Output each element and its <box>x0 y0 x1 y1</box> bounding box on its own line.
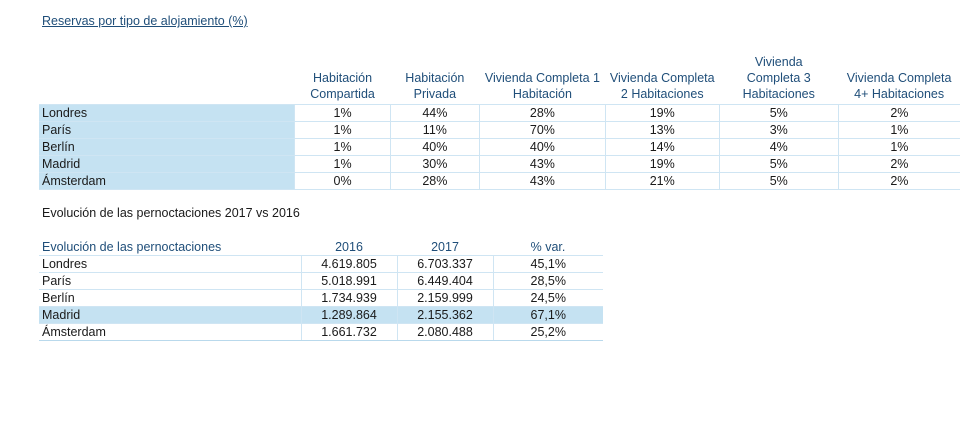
city-label: Berlín <box>39 138 295 156</box>
value-2016-cell: 4.619.805 <box>300 255 397 273</box>
percent-cell: 1% <box>294 138 391 156</box>
percent-cell: 1% <box>837 121 960 139</box>
percent-cell: 11% <box>389 121 480 139</box>
reservas-table: Habitación Compartida Habitación Privada… <box>39 50 960 190</box>
percent-cell: 19% <box>604 104 720 122</box>
table-row: Londres 1% 44% 28% 19% 5% 2% <box>39 104 960 122</box>
percent-cell: 28% <box>479 104 606 122</box>
city-label: París <box>39 121 295 139</box>
table-row: Berlín 1.734.939 2.159.999 24,5% <box>39 289 603 307</box>
reservas-header-cell: Vivienda Completa 4+ Habitaciones <box>838 50 960 105</box>
value-2017-cell: 2.080.488 <box>396 323 493 341</box>
table-row: Berlín 1% 40% 40% 14% 4% 1% <box>39 138 960 156</box>
table-row: Madrid 1% 30% 43% 19% 5% 2% <box>39 155 960 173</box>
value-2016-cell: 5.018.991 <box>300 272 397 290</box>
percent-cell: 1% <box>294 121 391 139</box>
table-row: París 5.018.991 6.449.404 28,5% <box>39 272 603 290</box>
reservas-header-cell: Vivienda Completa 1 Habitación <box>479 50 606 105</box>
city-label: Madrid <box>39 306 301 324</box>
reservas-header-cell: Vivienda Completa 3 Habitaciones <box>719 50 839 105</box>
variation-cell: 67,1% <box>492 306 603 324</box>
percent-cell: 30% <box>389 155 480 173</box>
percent-cell: 1% <box>294 104 391 122</box>
table-row-highlighted: Madrid 1.289.864 2.155.362 67,1% <box>39 306 603 324</box>
variation-cell: 28,5% <box>492 272 603 290</box>
percent-cell: 2% <box>837 155 960 173</box>
percent-cell: 2% <box>837 172 960 190</box>
percent-cell: 40% <box>389 138 480 156</box>
percent-cell: 13% <box>604 121 720 139</box>
reservas-header-cell: Habitación Privada <box>390 50 480 105</box>
city-label: Londres <box>39 104 295 122</box>
value-2016-cell: 1.734.939 <box>300 289 397 307</box>
city-label: Berlín <box>39 289 301 307</box>
variation-cell: 25,2% <box>492 323 603 341</box>
percent-cell: 21% <box>604 172 720 190</box>
percent-cell: 1% <box>294 155 391 173</box>
pernoctaciones-table: Evolución de las pernoctaciones 2016 201… <box>39 239 603 341</box>
variation-cell: 45,1% <box>492 255 603 273</box>
percent-cell: 14% <box>604 138 720 156</box>
table-row: Londres 4.619.805 6.703.337 45,1% <box>39 255 603 273</box>
pernoctaciones-title: Evolución de las pernoctaciones 2017 vs … <box>42 206 300 220</box>
percent-cell: 1% <box>837 138 960 156</box>
year-2017-header: 2017 <box>397 239 493 256</box>
reservas-header-cell: Habitación Compartida <box>294 50 391 105</box>
value-2017-cell: 2.159.999 <box>396 289 493 307</box>
city-label: Madrid <box>39 155 295 173</box>
variation-cell: 24,5% <box>492 289 603 307</box>
percent-cell: 19% <box>604 155 720 173</box>
reservas-header-row: Habitación Compartida Habitación Privada… <box>39 50 960 105</box>
pernoctaciones-header-label: Evolución de las pernoctaciones <box>39 239 301 256</box>
value-2017-cell: 6.449.404 <box>396 272 493 290</box>
value-2017-cell: 6.703.337 <box>396 255 493 273</box>
percent-cell: 0% <box>294 172 391 190</box>
percent-cell: 43% <box>479 155 606 173</box>
city-label: Ámsterdam <box>39 323 301 341</box>
value-2016-cell: 1.289.864 <box>300 306 397 324</box>
percent-cell: 4% <box>718 138 839 156</box>
city-label: París <box>39 272 301 290</box>
table-row: París 1% 11% 70% 13% 3% 1% <box>39 121 960 139</box>
percent-cell: 3% <box>718 121 839 139</box>
reservas-title: Reservas por tipo de alojamiento (%) <box>42 14 248 28</box>
city-label: Londres <box>39 255 301 273</box>
year-2016-header: 2016 <box>301 239 397 256</box>
reservas-header-empty <box>39 50 295 105</box>
percent-cell: 40% <box>479 138 606 156</box>
percent-cell: 5% <box>718 155 839 173</box>
city-label: Ámsterdam <box>39 172 295 190</box>
percent-cell: 43% <box>479 172 606 190</box>
table-row: Ámsterdam 1.661.732 2.080.488 25,2% <box>39 323 603 341</box>
pernoctaciones-header-row: Evolución de las pernoctaciones 2016 201… <box>39 239 603 256</box>
value-2017-cell: 2.155.362 <box>396 306 493 324</box>
value-2016-cell: 1.661.732 <box>300 323 397 341</box>
variation-header: % var. <box>493 239 603 256</box>
table-row: Ámsterdam 0% 28% 43% 21% 5% 2% <box>39 172 960 190</box>
percent-cell: 28% <box>389 172 480 190</box>
reservas-header-cell: Vivienda Completa 2 Habitaciones <box>605 50 720 105</box>
percent-cell: 2% <box>837 104 960 122</box>
percent-cell: 70% <box>479 121 606 139</box>
percent-cell: 5% <box>718 172 839 190</box>
percent-cell: 44% <box>389 104 480 122</box>
percent-cell: 5% <box>718 104 839 122</box>
